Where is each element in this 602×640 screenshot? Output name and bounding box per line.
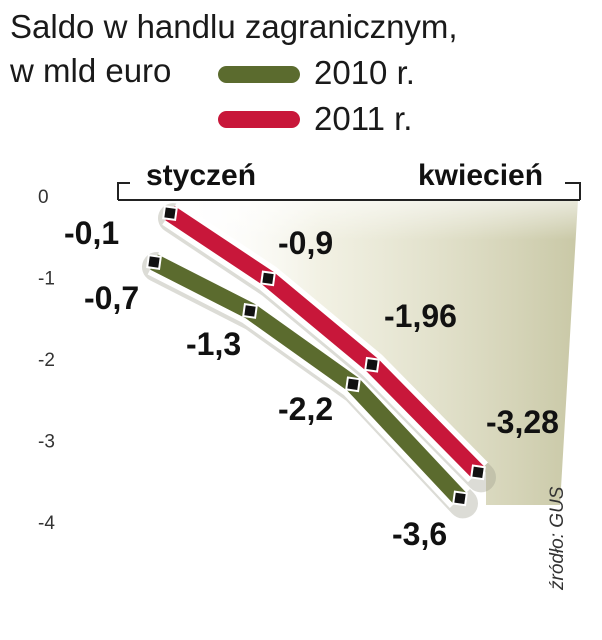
legend-item-2010: 2010 r.	[218, 54, 415, 91]
data-label: -1,3	[186, 326, 241, 362]
series-line-2010r	[150, 254, 467, 505]
chart-title-line-2: w mld euro	[9, 52, 171, 89]
source-note: źródło: GUS	[547, 486, 568, 591]
data-point	[242, 303, 258, 319]
legend-swatch-2010	[218, 66, 300, 83]
area-shading-fade	[178, 200, 578, 240]
data-label: -1,96	[384, 298, 457, 334]
legend-swatch-2011	[218, 111, 300, 128]
data-point	[364, 356, 380, 373]
data-label: -3,6	[392, 516, 447, 552]
data-labels: -0,7 -1,3 -2,2 -3,6 -0,1 -0,9 -1,96 -3,28	[64, 215, 559, 552]
data-label: -3,28	[486, 404, 559, 440]
series-layer	[142, 201, 496, 519]
y-tick-label: -4	[38, 513, 55, 534]
data-point	[162, 205, 178, 222]
category-label-kwiecien: kwiecień	[418, 159, 543, 192]
series-line-2011r	[165, 206, 485, 479]
category-label-styczen: styczeń	[146, 159, 256, 192]
data-point	[345, 376, 361, 393]
data-label: -2,2	[278, 391, 333, 427]
plot-area: styczeń kwiecień 0-1-2-3-4 -0,7-1,3-2,2-…	[38, 159, 581, 552]
y-axis: 0 -1 -2 -3 -4	[38, 187, 55, 534]
y-tick-label: 0	[38, 187, 49, 208]
data-point	[452, 490, 468, 507]
legend-label-2010: 2010 r.	[314, 54, 415, 91]
legend-item-2011: 2011 r.	[218, 100, 412, 137]
y-tick-label: -1	[38, 269, 55, 290]
category-axis: styczeń kwiecień	[117, 159, 581, 201]
legend-label-2011: 2011 r.	[314, 100, 412, 137]
data-point	[260, 270, 276, 287]
chart-title-line-1: Saldo w handlu zagranicznym,	[10, 8, 458, 45]
data-label: -0,7	[84, 280, 139, 316]
y-tick-label: -2	[38, 350, 55, 371]
data-label: -0,9	[278, 225, 333, 261]
y-tick-label: -3	[38, 432, 55, 453]
data-point	[470, 464, 486, 481]
chart-title: Saldo w handlu zagranicznym, w mld euro	[9, 8, 458, 89]
legend: 2010 r. 2011 r.	[218, 54, 415, 137]
category-axis-line	[117, 182, 581, 201]
data-label: -0,1	[64, 215, 119, 251]
data-point	[146, 254, 162, 270]
